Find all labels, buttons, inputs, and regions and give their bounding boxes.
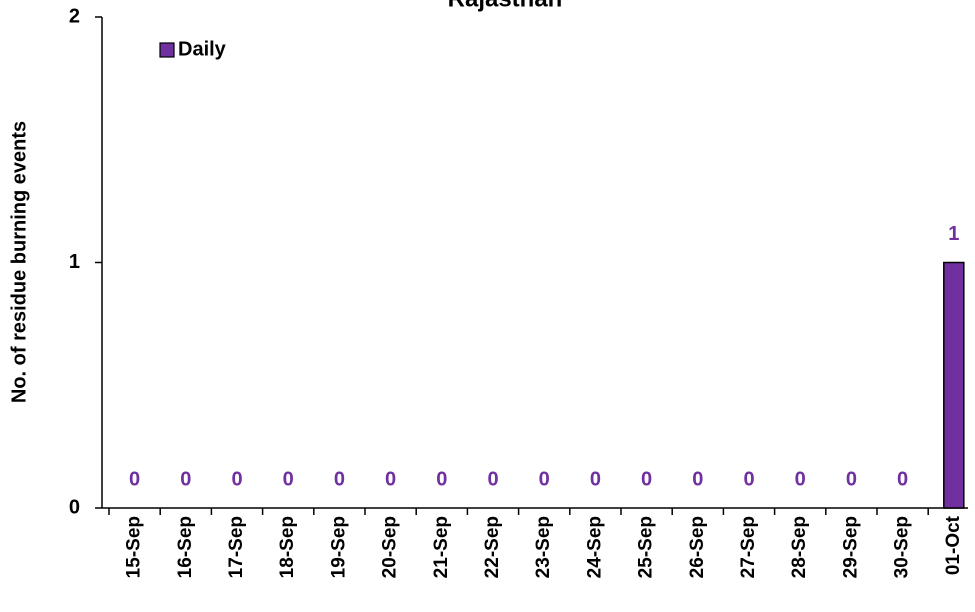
data-label: 0 — [385, 468, 396, 490]
data-label: 0 — [231, 468, 242, 490]
x-tick-label: 26-Sep — [687, 516, 708, 578]
data-label: 0 — [692, 468, 703, 490]
legend-label: Daily — [178, 38, 227, 60]
data-label: 0 — [129, 468, 140, 490]
x-tick-label: 15-Sep — [124, 516, 145, 578]
data-label: 0 — [590, 468, 601, 490]
data-label: 0 — [436, 468, 447, 490]
x-tick-label: 18-Sep — [277, 516, 298, 578]
x-tick-label: 25-Sep — [636, 516, 657, 578]
data-label: 0 — [795, 468, 806, 490]
data-label: 0 — [897, 468, 908, 490]
x-tick-label: 20-Sep — [380, 516, 401, 578]
x-tick-label: 19-Sep — [328, 516, 349, 578]
data-label: 0 — [180, 468, 191, 490]
x-tick-label: 17-Sep — [226, 516, 247, 578]
x-tick-label: 01-Oct — [943, 515, 964, 575]
data-label: 0 — [334, 468, 345, 490]
data-label: 0 — [846, 468, 857, 490]
chart-title: Rajasthan — [448, 0, 563, 12]
data-label: 0 — [283, 468, 294, 490]
y-tick-label: 2 — [69, 5, 80, 27]
x-tick-label: 24-Sep — [584, 516, 605, 578]
x-tick-label: 21-Sep — [431, 516, 452, 578]
legend-swatch — [159, 42, 175, 58]
data-label: 0 — [641, 468, 652, 490]
x-tick-label: 27-Sep — [738, 516, 759, 578]
y-axis-label: No. of residue burning events — [8, 121, 30, 403]
x-tick-label: 16-Sep — [175, 516, 196, 578]
bar — [943, 261, 965, 509]
x-tick-label: 29-Sep — [840, 516, 861, 578]
data-label: 1 — [948, 223, 959, 245]
x-tick-label: 28-Sep — [789, 516, 810, 578]
data-label: 0 — [743, 468, 754, 490]
x-tick-label: 22-Sep — [482, 516, 503, 578]
data-label: 0 — [539, 468, 550, 490]
x-tick-label: 30-Sep — [892, 516, 913, 578]
x-tick-label: 23-Sep — [533, 516, 554, 578]
y-tick-label: 1 — [69, 251, 80, 273]
y-tick-label: 0 — [69, 496, 80, 518]
data-label: 0 — [487, 468, 498, 490]
